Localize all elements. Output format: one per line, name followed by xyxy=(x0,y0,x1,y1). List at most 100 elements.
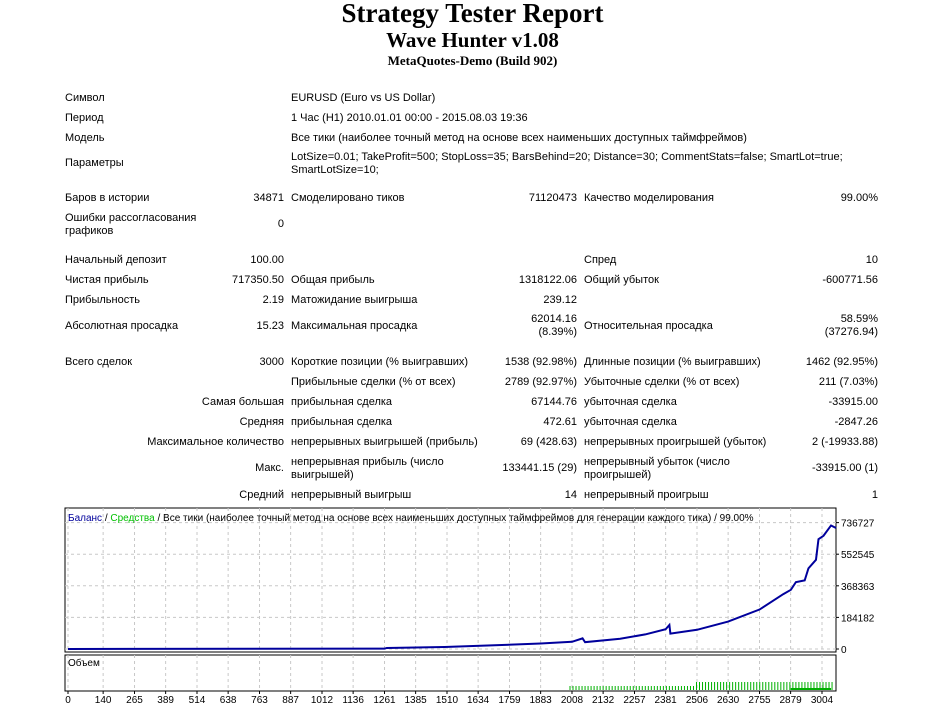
ticks: 71120473 xyxy=(528,192,577,204)
profit-trades: 2789 (92.97%) xyxy=(504,376,577,388)
rel-dd-label: Относительная просадка xyxy=(584,320,713,332)
rel-dd: 58.59% xyxy=(840,313,878,325)
y-tick-label: 552545 xyxy=(841,550,875,561)
chart-legend: Баланс / Средства / Все тики (наиболее т… xyxy=(68,513,754,524)
params: LotSize=0.01; TakeProfit=500; StopLoss=3… xyxy=(291,151,843,176)
y-tick-label: 184182 xyxy=(841,613,875,624)
x-tick-label: 2630 xyxy=(717,695,740,706)
balance-line xyxy=(67,524,837,650)
model: Все тики (наиболее точный метод на основ… xyxy=(291,132,747,144)
cons-losses: 2 (-19933.88) xyxy=(811,436,878,448)
volume-label: Объем xyxy=(68,658,100,669)
x-tick-label: 389 xyxy=(157,695,174,706)
maxcount-label: Максимальное количество xyxy=(147,436,284,448)
x-tick-label: 887 xyxy=(282,695,299,706)
x-tick-label: 2506 xyxy=(686,695,709,706)
period: 1 Час (H1) 2010.01.01 00:00 - 2015.08.03… xyxy=(291,112,528,124)
pf: 2.19 xyxy=(262,294,284,306)
abs-dd-label: Абсолютная просадка xyxy=(65,320,179,332)
x-tick-label: 2257 xyxy=(623,695,646,706)
expected-label: Матожидание выигрыша xyxy=(291,294,418,306)
max-dd-label: Максимальная просадка xyxy=(291,320,418,332)
legend-equity: Средства xyxy=(110,513,155,524)
short: 1538 (92.98%) xyxy=(504,356,577,368)
cons-losses-label: непрерывных проигрышей (убыток) xyxy=(584,436,767,448)
x-tick-label: 1634 xyxy=(467,695,490,706)
report-title: Strategy Tester Report xyxy=(341,0,604,28)
x-tick-label: 2132 xyxy=(592,695,615,706)
y-tick-label: 368363 xyxy=(841,582,875,593)
gross-loss: -600771.56 xyxy=(822,274,878,286)
deposit-label: Начальный депозит xyxy=(65,254,167,266)
x-tick-label: 1136 xyxy=(342,695,364,706)
x-tick-label: 0 xyxy=(65,695,71,706)
largest-profit-label: прибыльная сделка xyxy=(291,396,393,408)
gross-profit: 1318122.06 xyxy=(518,274,577,286)
expert-name: Wave Hunter v1.08 xyxy=(386,28,559,52)
net-label: Чистая прибыль xyxy=(65,274,149,286)
avg-loss-label: убыточная сделка xyxy=(584,416,677,428)
symbol-label: Символ xyxy=(65,92,105,104)
max-dd: 62014.16 xyxy=(531,313,577,325)
x-tick-label: 2755 xyxy=(748,695,771,706)
cons-profit-label: непрерывная прибыль (число выигрышей) xyxy=(291,456,444,481)
x-tick-label: 514 xyxy=(189,695,206,706)
symbol: EURUSD (Euro vs US Dollar) xyxy=(291,92,436,104)
cons-loss: -33915.00 (1) xyxy=(811,462,878,474)
params-label: Параметры xyxy=(65,157,124,169)
volume-plot-frame xyxy=(64,654,837,692)
avg-loss: -2847.26 xyxy=(834,416,878,428)
period-label: Период xyxy=(65,112,104,124)
spread-label: Спред xyxy=(584,254,617,266)
bars: 34871 xyxy=(253,192,284,204)
x-tick-label: 763 xyxy=(251,695,268,706)
rel-dd-val: (37276.94) xyxy=(824,326,878,338)
main-plot-frame xyxy=(64,507,837,653)
x-tick-label: 2381 xyxy=(655,695,678,706)
legend-desc: / Все тики (наиболее точный метод на осн… xyxy=(154,513,754,524)
x-tick-label: 1261 xyxy=(373,695,396,706)
loss-trades-label: Убыточные сделки (% от всех) xyxy=(584,376,740,388)
avg-cons-win-label: непрерывный выигрыш xyxy=(291,489,412,501)
x-tick-label: 3004 xyxy=(811,695,834,706)
ticks-label: Смоделировано тиков xyxy=(291,192,405,204)
total-label: Всего сделок xyxy=(65,356,133,368)
avg-cons-loss-label: непрерывный проигрыш xyxy=(584,489,709,501)
model-label: Модель xyxy=(65,132,105,144)
largest-label: Самая большая xyxy=(201,396,284,408)
avgcons-label: Средний xyxy=(239,489,284,501)
profit-trades-label: Прибыльные сделки (% от всех) xyxy=(291,376,456,388)
avg-profit-label: прибыльная сделка xyxy=(291,416,393,428)
x-tick-label: 1012 xyxy=(311,695,334,706)
long: 1462 (92.95%) xyxy=(805,356,878,368)
abs-dd: 15.23 xyxy=(256,320,284,332)
bars-label: Баров в истории xyxy=(65,192,150,204)
x-tick-label: 265 xyxy=(126,695,143,706)
x-tick-label: 1759 xyxy=(498,695,521,706)
quality: 99.00% xyxy=(840,192,878,204)
x-tick-label: 1883 xyxy=(530,695,553,706)
legend-sep: / xyxy=(102,513,111,524)
spread: 10 xyxy=(865,254,878,266)
avg-profit: 472.61 xyxy=(543,416,577,428)
avg-label: Средняя xyxy=(239,416,284,428)
max-label: Макс. xyxy=(255,462,284,474)
cons-wins: 69 (428.63) xyxy=(520,436,577,448)
errors-label: Ошибки рассогласования графиков xyxy=(65,212,197,237)
pf-label: Прибыльность xyxy=(65,294,140,306)
short-label: Короткие позиции (% выигравших) xyxy=(291,356,469,368)
expected: 239.12 xyxy=(543,294,577,306)
x-tick-label: 2008 xyxy=(561,695,584,706)
gross-profit-label: Общая прибыль xyxy=(291,274,375,286)
cons-profit: 133441.15 (29) xyxy=(502,462,577,474)
x-tick-label: 2879 xyxy=(780,695,803,706)
largest-loss: -33915.00 xyxy=(828,396,878,408)
errors: 0 xyxy=(277,218,284,230)
gross-loss-label: Общий убыток xyxy=(584,274,659,286)
cons-wins-label: непрерывных выигрышей (прибыль) xyxy=(291,436,478,448)
x-tick-label: 140 xyxy=(95,695,112,706)
y-tick-label: 0 xyxy=(841,645,847,656)
y-tick-label: 736727 xyxy=(841,519,875,530)
long-label: Длинные позиции (% выигравших) xyxy=(584,356,761,368)
x-tick-label: 638 xyxy=(220,695,237,706)
